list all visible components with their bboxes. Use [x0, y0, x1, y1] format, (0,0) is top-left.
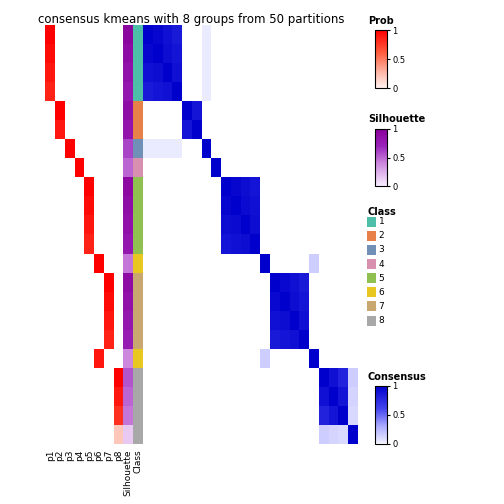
Text: 4: 4 [379, 260, 384, 269]
Text: 8: 8 [379, 316, 384, 325]
Text: 7: 7 [379, 302, 384, 311]
Text: Class: Class [368, 207, 397, 217]
Text: Consensus: Consensus [368, 371, 427, 382]
Text: 2: 2 [379, 231, 384, 240]
Text: 3: 3 [379, 245, 384, 255]
Text: 5: 5 [379, 274, 384, 283]
Text: 1: 1 [379, 217, 384, 226]
Text: Prob: Prob [368, 16, 394, 26]
Text: 6: 6 [379, 288, 384, 297]
Text: consensus kmeans with 8 groups from 50 partitions: consensus kmeans with 8 groups from 50 p… [38, 13, 345, 26]
Text: Silhouette: Silhouette [368, 114, 425, 124]
